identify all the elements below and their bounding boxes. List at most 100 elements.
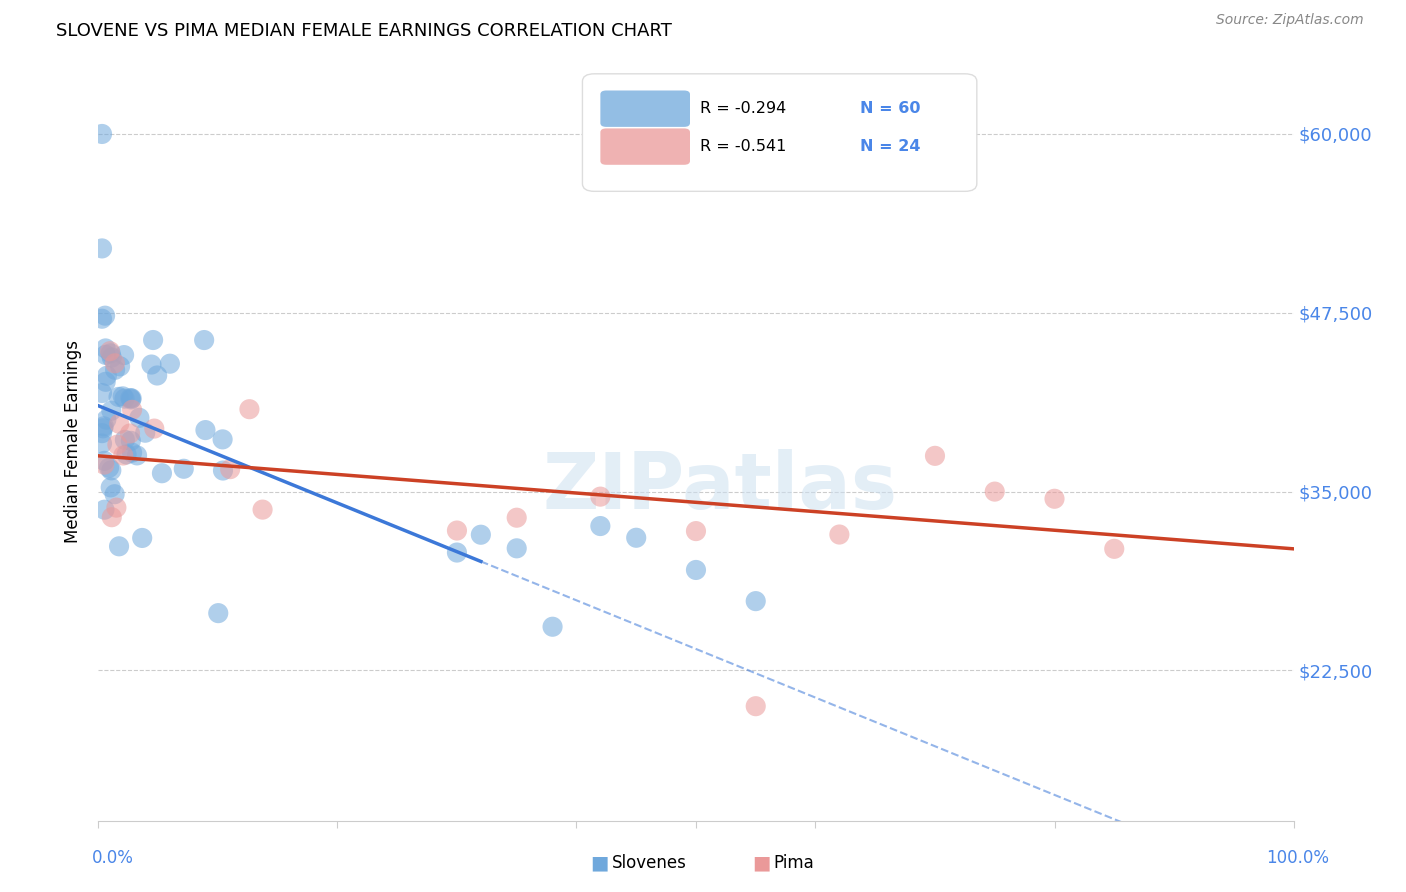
Point	[108, 359, 131, 374]
Point	[219, 462, 242, 476]
Point	[112, 449, 135, 463]
Point	[193, 333, 215, 347]
Point	[120, 392, 142, 407]
Point	[100, 463, 122, 477]
Point	[207, 606, 229, 620]
Point	[114, 433, 136, 447]
Point	[96, 368, 118, 383]
Point	[211, 433, 233, 447]
Point	[173, 462, 195, 476]
Text: Slovenes: Slovenes	[612, 855, 686, 872]
Point	[828, 527, 851, 541]
Point	[120, 426, 142, 441]
Y-axis label: Median Female Earnings: Median Female Earnings	[65, 340, 83, 543]
Point	[100, 480, 122, 494]
Point	[685, 524, 707, 538]
Point	[1043, 491, 1066, 506]
Text: N = 60: N = 60	[859, 101, 920, 116]
Point	[984, 484, 1007, 499]
Point	[121, 402, 143, 417]
Text: SLOVENE VS PIMA MEDIAN FEMALE EARNINGS CORRELATION CHART: SLOVENE VS PIMA MEDIAN FEMALE EARNINGS C…	[56, 22, 672, 40]
Point	[104, 363, 127, 377]
Point	[541, 620, 564, 634]
Point	[150, 467, 173, 481]
Point	[143, 421, 166, 435]
Point	[100, 346, 122, 360]
Point	[131, 531, 153, 545]
Text: 100.0%: 100.0%	[1265, 849, 1329, 867]
Point	[93, 458, 115, 472]
Point	[94, 348, 117, 362]
Point	[91, 386, 114, 401]
Point	[120, 434, 142, 448]
Point	[159, 357, 181, 371]
Point	[446, 524, 468, 538]
Point	[470, 527, 492, 541]
Point	[98, 344, 121, 359]
Point	[93, 454, 115, 468]
Point	[93, 419, 115, 434]
Point	[98, 460, 121, 475]
Point	[114, 392, 136, 406]
Point	[121, 392, 143, 406]
Point	[105, 500, 128, 515]
Point	[107, 390, 129, 404]
Text: N = 24: N = 24	[859, 139, 920, 154]
Point	[93, 502, 115, 516]
Text: ■: ■	[591, 854, 609, 872]
Text: R = -0.294: R = -0.294	[700, 101, 786, 116]
Point	[121, 445, 143, 459]
Point	[924, 449, 946, 463]
Point	[91, 426, 114, 441]
Point	[91, 436, 114, 450]
Point	[104, 356, 127, 370]
Point	[115, 447, 138, 461]
Point	[94, 309, 117, 323]
Point	[589, 490, 612, 504]
Point	[212, 463, 235, 477]
Text: ■: ■	[752, 854, 770, 872]
Point	[94, 375, 117, 389]
Point	[194, 423, 217, 437]
Point	[108, 417, 131, 431]
Point	[125, 449, 148, 463]
Point	[111, 389, 134, 403]
Point	[146, 368, 169, 383]
Point	[112, 348, 135, 362]
Point	[100, 403, 122, 417]
Point	[100, 510, 122, 524]
Point	[745, 699, 768, 714]
Point	[506, 541, 529, 556]
Point	[100, 351, 122, 365]
Point	[626, 531, 648, 545]
Point	[685, 563, 707, 577]
Point	[142, 333, 165, 347]
Point	[141, 358, 163, 372]
Point	[1104, 541, 1126, 556]
Point	[446, 545, 468, 559]
Point	[238, 402, 260, 417]
Point	[104, 487, 127, 501]
Text: 0.0%: 0.0%	[91, 849, 134, 867]
Text: R = -0.541: R = -0.541	[700, 139, 786, 154]
Text: Source: ZipAtlas.com: Source: ZipAtlas.com	[1216, 13, 1364, 28]
Point	[96, 412, 118, 426]
Point	[91, 311, 114, 326]
FancyBboxPatch shape	[582, 74, 977, 191]
Point	[105, 437, 128, 451]
Point	[120, 391, 142, 405]
FancyBboxPatch shape	[600, 128, 690, 165]
Point	[134, 425, 156, 440]
Point	[589, 519, 612, 533]
Point	[252, 502, 274, 516]
Point	[506, 510, 529, 524]
Text: Pima: Pima	[773, 855, 814, 872]
Point	[745, 594, 768, 608]
Point	[91, 421, 114, 435]
Point	[91, 241, 114, 255]
FancyBboxPatch shape	[600, 90, 690, 127]
Point	[128, 410, 150, 425]
Point	[108, 539, 131, 553]
Text: ZIPatlas: ZIPatlas	[543, 449, 897, 525]
Point	[94, 342, 117, 356]
